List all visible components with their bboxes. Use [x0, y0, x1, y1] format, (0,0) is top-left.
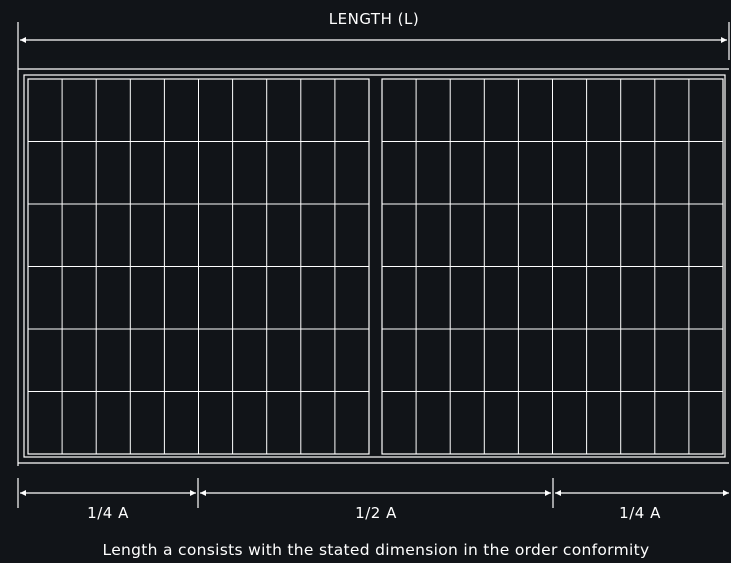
length-dimension-label: LENGTH (L) — [329, 10, 419, 28]
segment-label-quarter-left: 1/4 A — [87, 504, 129, 522]
solar-panel — [23, 74, 726, 458]
segment-label-half: 1/2 A — [355, 504, 397, 522]
diagram-caption: Length a consists with the stated dimens… — [103, 541, 650, 559]
segment-label-quarter-right: 1/4 A — [619, 504, 661, 522]
panel-outer-frame — [23, 74, 726, 458]
